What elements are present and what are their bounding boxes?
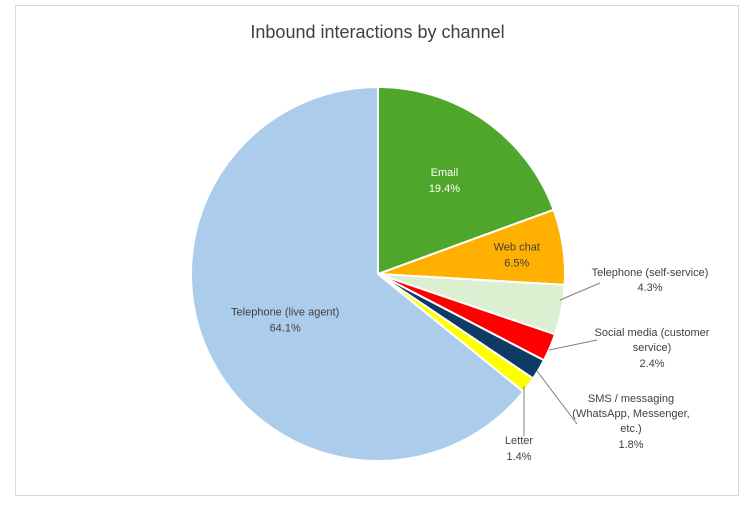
leader-lines (523, 282, 601, 436)
slice-label: Web chat 6.5% (494, 242, 540, 270)
slice-label: Social media (customer service) 2.4% (595, 327, 710, 370)
leader-line (548, 339, 598, 351)
data-labels: Email 19.4% Web chat 6.5% Telephone (self-se… (231, 167, 710, 463)
slice-label: SMS / messaging (WhatsApp, Messenger, etc.… (572, 393, 689, 451)
pie-slice-telephone-live-agent (190, 85, 525, 462)
leader-line (536, 370, 578, 425)
slice-label: Telephone (self-service) 4.3% (592, 267, 709, 294)
slice-label: Email 19.4% (429, 167, 460, 195)
slice-label: Telephone (live agent) 64.1% (231, 306, 339, 334)
pie-slice-email (377, 85, 555, 276)
chart-title: Inbound interactions by channel (250, 22, 505, 42)
slice-label: Letter 1.4% (505, 435, 533, 463)
pie-slices (190, 85, 566, 462)
leader-line (559, 282, 601, 301)
